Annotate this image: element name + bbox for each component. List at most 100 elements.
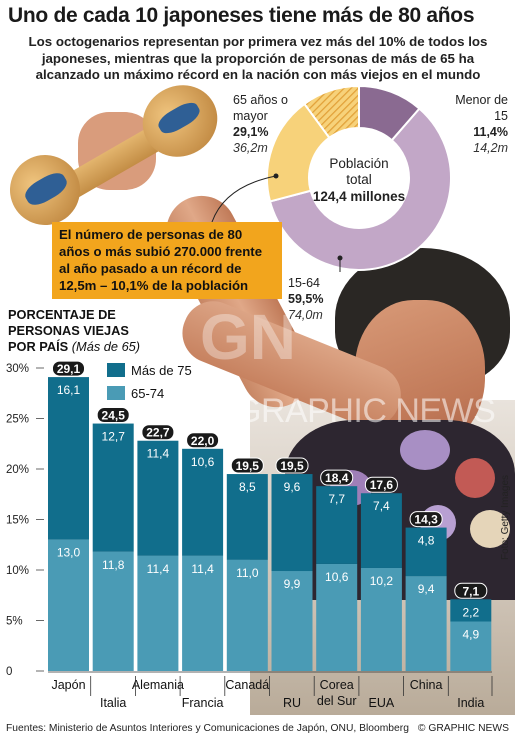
- total-badge: [96, 407, 130, 424]
- donut-label-65plus-pct: 29,1%: [233, 125, 269, 139]
- bar-label-over-75: 7,7: [328, 492, 345, 506]
- bar-label-over-75: 8,5: [239, 480, 256, 494]
- bar-label-over-75: 9,6: [284, 480, 301, 494]
- donut-label-15-64-name: 15-64: [288, 276, 320, 290]
- bar-over-75: [405, 527, 447, 577]
- donut-label-under15-name: Menor de 15: [455, 93, 508, 123]
- total-label: 14,3: [414, 513, 438, 527]
- x-category-label: Francia: [182, 696, 224, 710]
- total-label: 29,1: [57, 362, 81, 376]
- y-tick-label: 10%: [6, 565, 29, 577]
- total-label: 7,1: [462, 584, 479, 598]
- x-category-label: China: [410, 678, 443, 692]
- donut-label-65plus-name: 65 años o mayor: [233, 93, 288, 123]
- legend-swatch: [107, 363, 125, 377]
- x-category-label: EUA: [369, 696, 395, 710]
- total-badge: [230, 457, 264, 474]
- x-category-label: Alemania: [132, 678, 184, 692]
- donut-center-label-1: Población: [329, 156, 388, 171]
- bar-65-74: [48, 539, 89, 671]
- total-label: 24,5: [102, 409, 126, 423]
- legend-label: Más de 75: [131, 363, 192, 378]
- bar-over-75: [316, 486, 358, 564]
- x-category-label: RU: [283, 696, 301, 710]
- bar-label-over-75: 2,2: [462, 605, 479, 619]
- bar-label-65-74: 4,9: [462, 628, 479, 642]
- bar-label-65-74: 10,2: [370, 574, 394, 588]
- photo-credit: Foto: Getty Images: [500, 474, 511, 560]
- chart-heading-note: (Más de 65): [71, 339, 141, 354]
- bar-over-75: [182, 448, 224, 556]
- bar-label-65-74: 13,0: [57, 546, 81, 560]
- x-category-label: Japón: [51, 678, 85, 692]
- total-label: 17,6: [370, 478, 394, 492]
- donut-center-value: 124,4 millones: [313, 189, 405, 204]
- donut-label-under15-value: 14,2m: [473, 141, 508, 155]
- bar-label-65-74: 9,9: [284, 577, 301, 591]
- bar-65-74: [271, 571, 313, 671]
- y-tick-label: 15%: [6, 515, 29, 527]
- total-badge: [364, 476, 398, 493]
- y-tick-label: 20%: [6, 464, 29, 476]
- total-label: 22,0: [191, 434, 215, 448]
- callout-box: El número de personas de 80 años o más s…: [52, 222, 282, 299]
- x-category-label: India: [457, 696, 484, 710]
- donut-label-15-64-pct: 59,5%: [288, 292, 324, 306]
- donut-label-65plus: 65 años o mayor 29,1% 36,2m: [233, 92, 313, 156]
- donut-center-label-2: total: [346, 172, 372, 187]
- bar-over-75: [137, 440, 179, 556]
- source-note: Fuentes: Ministerio de Asuntos Interiore…: [6, 723, 409, 734]
- bar-65-74: [92, 551, 134, 671]
- total-badge: [275, 457, 309, 474]
- page-subtitle: Los octogenarios representan por primera…: [28, 34, 488, 82]
- bar-label-over-75: 11,4: [147, 447, 170, 461]
- total-badge: [186, 432, 220, 449]
- legend-swatch: [107, 386, 125, 400]
- total-badge: [454, 582, 488, 599]
- donut-label-under15-pct: 11,4%: [473, 125, 508, 139]
- bar-label-65-74: 11,8: [102, 558, 125, 572]
- donut-label-15-64: 15-64 59,5% 74,0m: [288, 275, 323, 323]
- total-label: 19,5: [280, 459, 304, 473]
- bar-65-74: [182, 555, 224, 671]
- donut-label-under15: Menor de 15 11,4% 14,2m: [440, 92, 508, 156]
- bar-over-75: [360, 493, 402, 568]
- donut-label-15-64-value: 74,0m: [288, 308, 323, 322]
- chart-heading-line-3-text: POR PAÍS: [8, 339, 69, 354]
- callout-leader: [211, 175, 277, 223]
- bar-label-65-74: 11,4: [191, 562, 214, 576]
- bar-over-75: [226, 474, 268, 560]
- y-tick-label: 25%: [6, 414, 29, 426]
- total-badge: [409, 511, 443, 528]
- callout-leader-dot: [273, 173, 279, 179]
- bar-label-65-74: 10,6: [325, 570, 349, 584]
- total-label: 19,5: [236, 459, 260, 473]
- bar-over-75: [48, 377, 89, 540]
- total-badge: [141, 424, 175, 441]
- bar-65-74: [226, 559, 268, 671]
- total-label: 18,4: [325, 471, 349, 485]
- bar-65-74: [450, 621, 492, 671]
- chart-heading: PORCENTAJE DE PERSONAS VIEJAS POR PAÍS (…: [8, 307, 140, 355]
- legend-label: 65-74: [131, 386, 164, 401]
- chart-heading-line-1: PORCENTAJE DE: [8, 307, 116, 322]
- donut-center: [309, 128, 409, 228]
- label-leader-dot: [337, 255, 343, 261]
- page-title: Uno de cada 10 japoneses tiene más de 80…: [8, 4, 475, 27]
- bar-65-74: [405, 576, 447, 671]
- donut-label-65plus-value: 36,2m: [233, 141, 268, 155]
- bar-label-over-75: 12,7: [102, 430, 126, 444]
- bar-over-75: [92, 423, 134, 552]
- x-category-label: Italia: [100, 696, 126, 710]
- y-tick-label: 30%: [6, 363, 29, 375]
- bar-label-65-74: 11,0: [236, 566, 259, 580]
- bar-label-over-75: 4,8: [418, 534, 435, 548]
- total-label: 22,7: [146, 426, 170, 440]
- bar-over-75: [450, 599, 492, 622]
- y-tick-label: 0: [6, 666, 12, 678]
- bar-65-74: [316, 563, 358, 671]
- copyright-credit: © GRAPHIC NEWS: [417, 723, 509, 734]
- x-category-label: Canadá: [225, 678, 269, 692]
